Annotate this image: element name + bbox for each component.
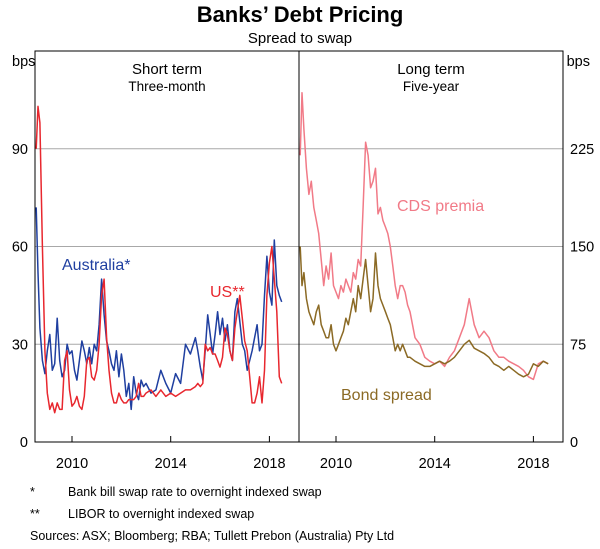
series-label-us: US** (210, 284, 245, 301)
x-tick-label: 2014 (419, 456, 451, 472)
panel-left-title: Short term (132, 61, 202, 78)
series-label-cds: CDS premia (397, 198, 484, 215)
y-tick-label: 30 (12, 337, 28, 353)
footnote-marker-2: ** (30, 507, 40, 521)
y-tick-label: 225 (570, 142, 594, 158)
panel-right-title: Long term (397, 61, 465, 78)
y-tick-label: 150 (570, 240, 594, 256)
chart-subtitle: Spread to swap (248, 30, 352, 47)
series-line-cds-premia (299, 91, 549, 381)
y-tick-label: 60 (12, 240, 28, 256)
y-tick-label: 0 (20, 435, 28, 451)
panel-left-subtitle: Three-month (128, 79, 205, 94)
panel-right-subtitle: Five-year (403, 79, 460, 94)
right-unit-label: bps (567, 54, 590, 70)
footnote-marker-1: * (30, 485, 35, 499)
x-tick-label: 2010 (320, 456, 352, 472)
chart-title: Banks’ Debt Pricing (197, 2, 404, 27)
x-tick-label: 2014 (155, 456, 187, 472)
gridlines (35, 148, 563, 345)
x-tick-label: 2010 (56, 456, 88, 472)
x-tick-label: 2018 (517, 456, 549, 472)
series-label-bond: Bond spread (341, 387, 432, 404)
x-tick-label: 2018 (253, 456, 285, 472)
series-line-australia (35, 207, 283, 411)
footnote-text-1: Bank bill swap rate to overnight indexed… (68, 485, 322, 499)
series-label-australia: Australia* (62, 257, 130, 274)
y-tick-label: 0 (570, 435, 578, 451)
y-tick-label: 75 (570, 337, 586, 353)
axis-ticks: 0 30 60 90 2010 2014 2018 0 75 150 225 2010 2014 2018 (12, 142, 594, 472)
footnote-text-2: LIBOR to overnight indexed swap (68, 507, 254, 521)
series-line-bond-spread (299, 246, 549, 378)
left-unit-label: bps (12, 54, 35, 70)
series-line-us (35, 105, 283, 414)
sources-note: Sources: ASX; Bloomberg; RBA; Tullett Pr… (30, 529, 394, 543)
series-lines (35, 91, 549, 414)
y-tick-label: 90 (12, 142, 28, 158)
